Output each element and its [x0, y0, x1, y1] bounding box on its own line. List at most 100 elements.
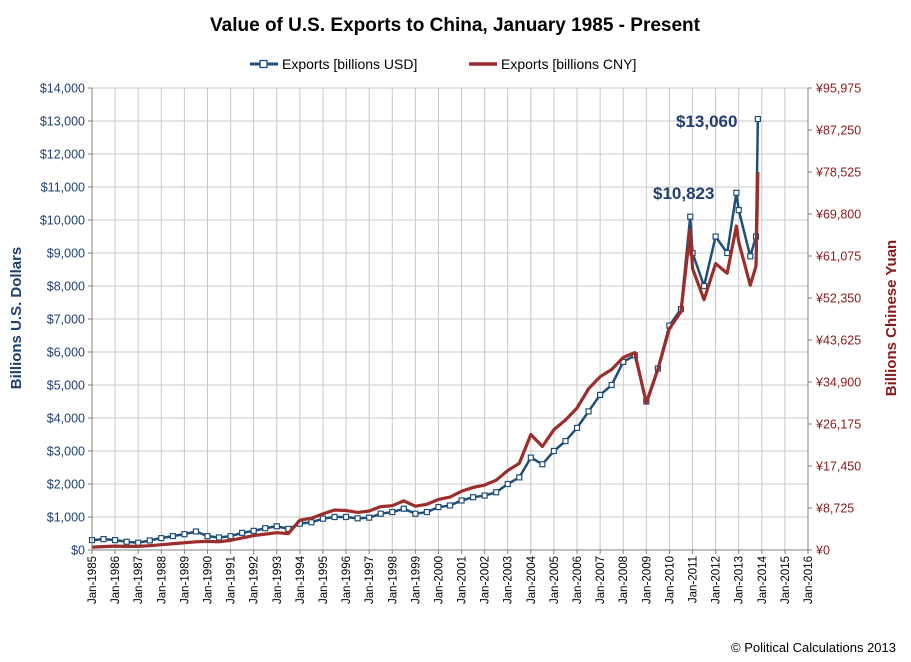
y-tick-label-right: ¥0 — [815, 544, 830, 558]
series-usd-point — [493, 489, 500, 496]
y-tick-label-right: ¥8,725 — [815, 502, 854, 516]
y-tick-label-left: $7,000 — [47, 313, 85, 327]
x-tick-label: Jan-1991 — [226, 556, 238, 604]
annotation-max: $13,060 — [676, 112, 737, 131]
series-usd-point — [527, 454, 534, 461]
x-axis-ticks: Jan-1985 Jan-1986 Jan-1987 Jan-1988 Jan-1989… — [87, 550, 815, 604]
x-tick-label: Jan-1988 — [156, 556, 168, 604]
x-tick-label: Jan-1997 — [364, 556, 376, 604]
x-tick-label: Jan-1986 — [110, 556, 122, 604]
x-tick-label: Jan-1992 — [249, 556, 261, 604]
series-usd-point — [747, 253, 754, 260]
y-tick-label-left: $14,000 — [40, 82, 85, 96]
y-tick-label-left: $3,000 — [47, 445, 85, 459]
x-tick-label: Jan-1999 — [410, 556, 422, 604]
series-usd-point — [100, 536, 107, 543]
annotation-peak: $10,823 — [653, 184, 714, 203]
series-usd-point — [181, 531, 188, 538]
series-usd-point — [435, 504, 442, 511]
y-axis-right-title: Billions Chinese Yuan — [883, 240, 900, 396]
x-tick-label: Jan-2015 — [780, 556, 792, 604]
y-tick-label-left: $11,000 — [41, 181, 85, 195]
x-tick-label: Jan-1985 — [87, 556, 99, 604]
x-tick-label: Jan-1990 — [202, 556, 214, 604]
series-usd-point — [754, 115, 761, 123]
series-usd-point — [331, 513, 338, 521]
series-usd-point — [250, 527, 257, 534]
y-tick-label-right: ¥69,800 — [815, 208, 861, 222]
series-layer — [88, 115, 761, 549]
y-axis-left-title: Billions U.S. Dollars — [8, 247, 25, 390]
series-usd-point — [481, 492, 488, 499]
y-tick-label-left: $13,000 — [40, 115, 85, 129]
series-usd-point — [169, 533, 176, 540]
y-tick-label-left: $5,000 — [47, 379, 85, 393]
series-usd-line — [91, 119, 760, 544]
y-tick-label-left: $12,000 — [40, 148, 85, 162]
x-tick-label: Jan-2008 — [618, 556, 630, 604]
y-tick-label-right: ¥87,250 — [815, 124, 861, 138]
x-tick-label: Jan-1996 — [341, 556, 353, 604]
x-tick-label: Jan-2009 — [641, 556, 653, 604]
y-tick-label-left: $10,000 — [40, 214, 85, 228]
series-usd-point — [504, 480, 511, 488]
series-usd-point — [400, 505, 407, 512]
series-usd-point — [550, 447, 558, 455]
series-usd-point — [215, 534, 223, 541]
x-tick-label: Jan-2006 — [572, 556, 584, 604]
copyright-text: © Political Calculations 2013 — [731, 640, 896, 655]
series-usd-point — [389, 508, 396, 516]
y-axis-right-ticks: ¥0 ¥8,725 ¥17,450 ¥26,175 ¥34,900 ¥43,625 ¥52,… — [808, 82, 861, 558]
y-tick-label-right: ¥78,525 — [815, 166, 861, 180]
y-tick-label-right: ¥43,625 — [815, 334, 861, 348]
series-usd-point — [539, 461, 546, 468]
series-usd-point — [585, 408, 592, 415]
legend-usd-marker — [259, 59, 268, 69]
series-usd-point — [687, 213, 694, 220]
series-usd-point — [733, 189, 740, 196]
series-usd-point — [111, 536, 119, 544]
x-tick-label: Jan-2014 — [757, 555, 769, 604]
x-tick-label: Jan-2011 — [688, 556, 700, 603]
x-tick-label: Jan-2000 — [433, 556, 445, 604]
x-tick-label: Jan-2001 — [457, 556, 469, 604]
x-tick-label: Jan-2002 — [480, 556, 492, 604]
x-tick-label: Jan-1987 — [133, 556, 145, 604]
y-tick-label-right: ¥95,975 — [815, 82, 861, 96]
series-usd-point — [342, 513, 350, 521]
series-usd-point — [192, 528, 200, 535]
series-cny-line — [91, 172, 760, 549]
x-tick-label: Jan-1993 — [272, 556, 284, 604]
legend-usd-label: Exports [billions USD] — [282, 56, 417, 72]
series-usd-point — [724, 249, 731, 257]
series-usd-point — [273, 523, 280, 530]
series-usd-point — [712, 233, 719, 240]
y-tick-label-right: ¥61,075 — [815, 250, 861, 264]
y-tick-label-left: $8,000 — [47, 280, 85, 294]
x-tick-label: Jan-2003 — [503, 556, 515, 604]
series-usd-point — [458, 497, 465, 504]
series-usd-point — [469, 494, 477, 501]
series-usd-point — [262, 525, 269, 532]
y-tick-label-left: $9,000 — [47, 247, 85, 261]
x-tick-label: Jan-2004 — [526, 555, 538, 604]
x-tick-label: Jan-2016 — [803, 556, 815, 604]
series-usd-point — [123, 538, 130, 545]
series-usd-point — [423, 508, 431, 516]
series-usd-point — [608, 381, 615, 389]
series-usd-point — [204, 533, 211, 540]
y-tick-label-left: $0 — [71, 544, 85, 558]
series-usd-point — [562, 438, 569, 445]
series-usd-point — [146, 537, 153, 544]
series-usd-point — [227, 533, 234, 540]
x-tick-label: Jan-1998 — [387, 556, 399, 604]
series-usd-point — [366, 514, 373, 521]
legend: Exports [billions USD] Exports [billions… — [250, 56, 636, 72]
series-usd-point — [446, 502, 454, 509]
series-usd-point — [516, 474, 523, 481]
y-tick-label-right: ¥34,900 — [815, 376, 861, 390]
series-usd-point — [597, 391, 604, 398]
x-tick-label: Jan-1989 — [179, 556, 191, 604]
x-tick-label: Jan-2012 — [711, 556, 723, 604]
series-usd-point — [412, 510, 419, 517]
